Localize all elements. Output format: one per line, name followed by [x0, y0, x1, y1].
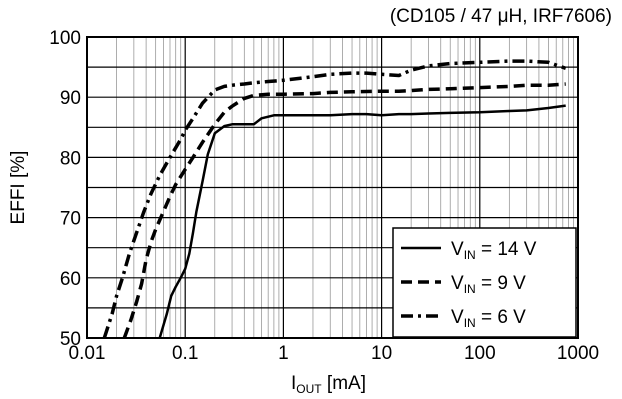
y-tick-label: 50 [60, 329, 81, 350]
x-tick-label: 100 [464, 343, 496, 364]
legend-label-6v-main: V [451, 307, 464, 328]
x-axis-label-unit: [mA] [322, 373, 366, 394]
legend-entry-14v: VIN = 14 V [401, 239, 537, 262]
legend-label-14v-sub: IN [464, 248, 476, 262]
x-tick-label: 0.01 [69, 343, 106, 364]
legend-label-14v-rest: = 14 V [476, 239, 537, 260]
legend-label-6v: VIN = 6 V [451, 307, 526, 330]
legend-label-6v-sub: IN [464, 316, 476, 330]
x-axis-label-main: I [291, 373, 296, 394]
legend-label-14v-main: V [451, 239, 464, 260]
y-tick-label: 100 [49, 28, 81, 49]
chart-title: (CD105 / 47 μH, IRF7606) [390, 6, 612, 27]
y-tick-label: 90 [60, 88, 81, 109]
legend: VIN = 14 V VIN = 9 V VIN = 6 V [392, 227, 577, 338]
legend-label-14v: VIN = 14 V [451, 239, 537, 262]
legend-label-6v-rest: = 6 V [476, 307, 526, 328]
series-line-0 [158, 104, 566, 338]
x-tick-label: 0.1 [172, 343, 198, 364]
tick-labels: 0.01 0.1 1 10 100 1000 50 60 70 80 90 100 [49, 28, 599, 364]
series-line-2 [102, 59, 567, 338]
x-axis-label: IOUT [mA] [291, 373, 366, 396]
y-tick-label: 60 [60, 269, 81, 290]
legend-label-9v-rest: = 9 V [476, 273, 526, 294]
series-layer [102, 59, 567, 338]
legend-box [392, 227, 577, 338]
legend-label-9v: VIN = 9 V [451, 273, 526, 296]
y-tick-label: 70 [60, 209, 81, 230]
series-line-1 [122, 82, 566, 338]
y-tick-label: 80 [60, 148, 81, 169]
x-tick-label: 10 [371, 343, 392, 364]
plot-frame [86, 36, 579, 339]
x-tick-label: 1 [278, 343, 289, 364]
x-axis-label-sub: OUT [296, 382, 322, 396]
legend-label-9v-main: V [451, 273, 464, 294]
x-tick-label: 1000 [557, 343, 599, 364]
legend-entry-6v: VIN = 6 V [401, 307, 526, 330]
legend-entry-9v: VIN = 9 V [401, 273, 526, 296]
y-axis-label: EFFI [%] [8, 151, 29, 225]
legend-label-9v-sub: IN [464, 282, 476, 296]
